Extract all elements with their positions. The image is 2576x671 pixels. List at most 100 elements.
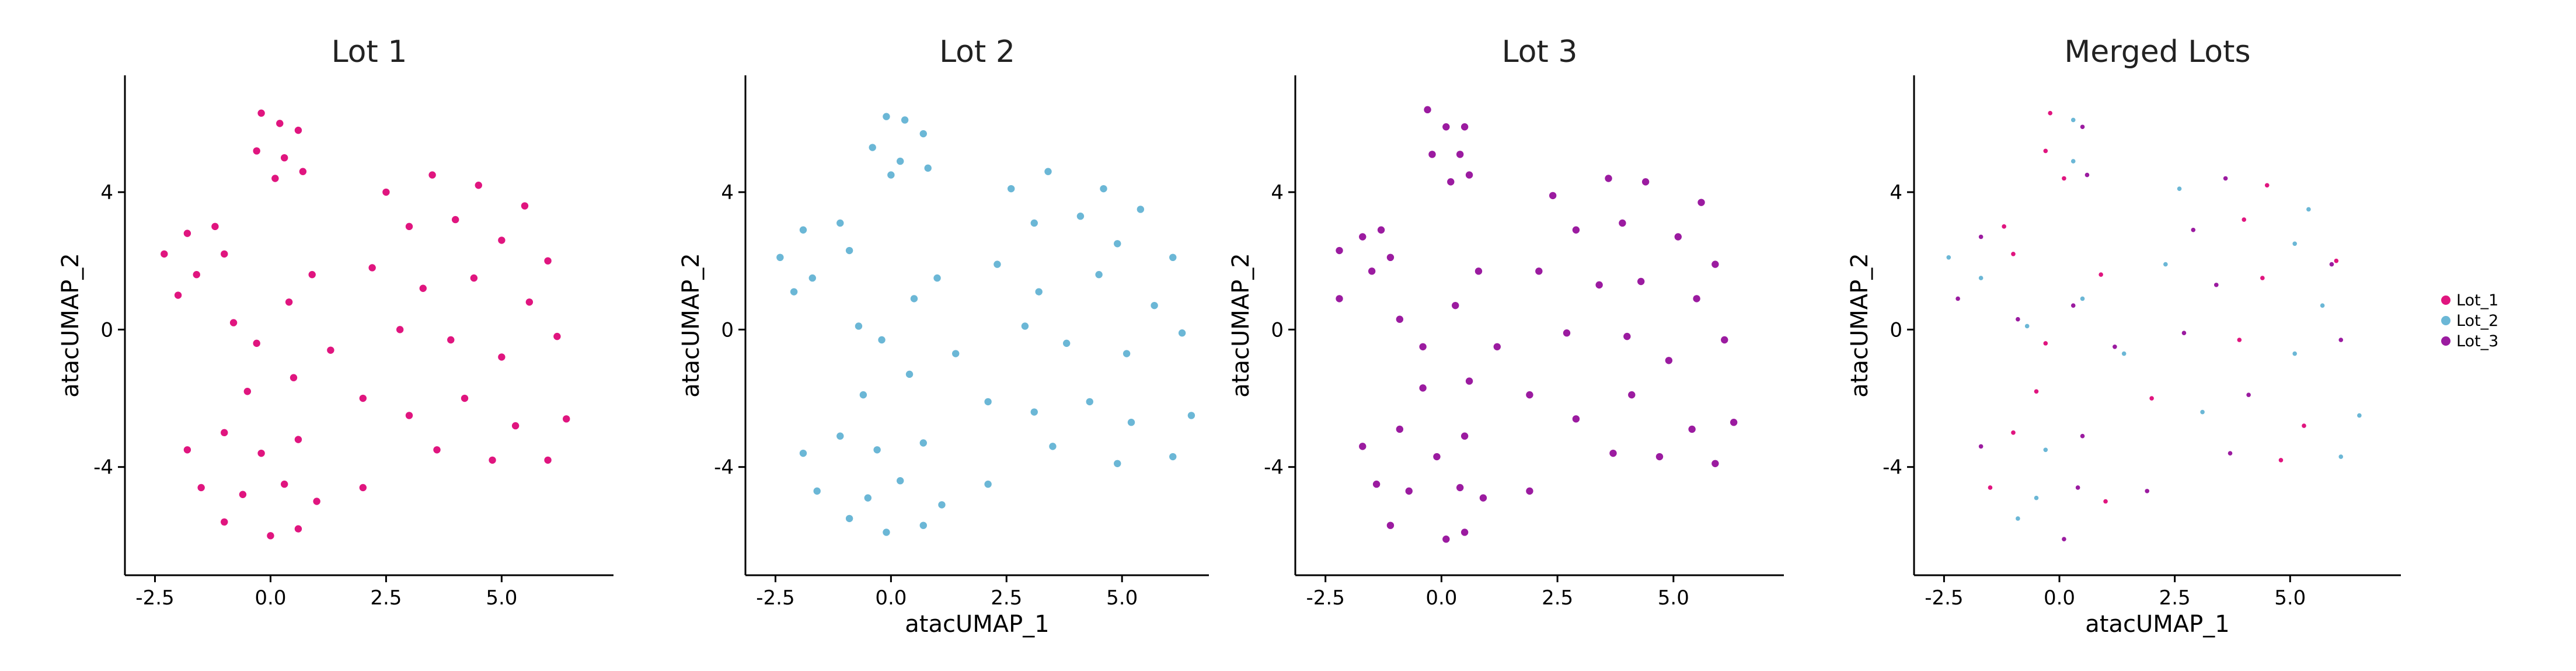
point: [883, 113, 890, 120]
point: [933, 274, 941, 282]
point: [1187, 412, 1195, 419]
point: [1674, 233, 1682, 241]
point: [1377, 226, 1385, 234]
point: [2084, 172, 2090, 178]
point: [221, 250, 228, 258]
y-tick-label: 0: [1271, 318, 1284, 342]
point: [1572, 415, 1580, 423]
point: [910, 295, 918, 303]
point: [896, 157, 904, 165]
x-tick-label: -2.5: [135, 586, 174, 610]
panel: Lot 3 -2.5 0.0 2.5 5.0 -4 0 4 atacUMAP_2: [1228, 34, 1784, 610]
point: [489, 456, 496, 464]
point: [1419, 384, 1427, 392]
x-tick-label: 0.0: [1425, 586, 1457, 610]
point: [2080, 433, 2085, 439]
point: [211, 222, 219, 231]
y-axis-label: atacUMAP_2: [1846, 253, 1873, 397]
point: [2080, 296, 2085, 301]
point: [2070, 303, 2076, 308]
point: [193, 271, 200, 279]
point: [2043, 341, 2048, 346]
point: [1637, 277, 1645, 286]
legend-label: Lot_1: [2456, 291, 2498, 310]
point: [1169, 453, 1177, 461]
point: [1359, 233, 1367, 241]
point: [498, 237, 506, 244]
point: [2163, 262, 2168, 267]
point: [1955, 296, 1960, 301]
point: [1114, 460, 1121, 467]
point: [313, 498, 320, 505]
point: [470, 274, 478, 282]
point: [2306, 207, 2311, 212]
points: [776, 113, 1195, 536]
point: [544, 257, 552, 265]
point: [1359, 443, 1367, 450]
point: [1563, 329, 1571, 337]
legend-swatch: [2441, 295, 2450, 305]
point: [2329, 262, 2334, 267]
point: [1479, 494, 1487, 502]
point: [1697, 199, 1705, 206]
point: [2200, 409, 2205, 415]
point: [2043, 447, 2048, 453]
point: [1396, 425, 1404, 433]
point: [2016, 317, 2020, 322]
point: [308, 271, 316, 279]
point: [2242, 217, 2247, 222]
point: [2062, 537, 2066, 542]
point: [271, 175, 279, 182]
point: [525, 298, 534, 306]
point: [174, 291, 182, 299]
point: [359, 484, 367, 492]
point: [1655, 453, 1664, 461]
point: [2034, 389, 2039, 394]
legend: Lot_1 Lot_2 Lot_3: [2441, 291, 2498, 350]
point: [396, 326, 404, 333]
point: [2334, 258, 2339, 263]
point: [836, 219, 844, 227]
point: [919, 130, 927, 138]
points: [1336, 106, 1738, 543]
point: [799, 226, 807, 234]
point: [447, 336, 455, 344]
x-tick-label: 5.0: [1658, 586, 1689, 610]
point: [280, 154, 288, 162]
point: [994, 260, 1001, 268]
x-tick-label: 5.0: [486, 586, 517, 610]
point: [1628, 391, 1636, 399]
point: [1007, 185, 1015, 193]
point: [1044, 168, 1052, 175]
point: [521, 202, 529, 210]
point: [2070, 159, 2076, 164]
point: [2113, 344, 2117, 349]
point: [2292, 241, 2297, 246]
point: [253, 339, 260, 347]
point: [1609, 449, 1617, 457]
point: [2062, 176, 2066, 181]
point: [984, 398, 992, 406]
point: [1442, 123, 1450, 131]
panel: Lot 1 -2.5 0.0 2.5 5.0 -4 0 4 atacUMAP_2: [57, 34, 614, 610]
point: [368, 264, 376, 272]
point: [790, 288, 798, 295]
point: [896, 477, 904, 485]
point: [1456, 484, 1464, 492]
panel: Lot 2 -2.5 0.0 2.5 5.0 -4 0 4 atacUMAP_1 atacUMAP…: [678, 34, 1209, 638]
point: [2177, 186, 2182, 191]
point: [1030, 219, 1038, 227]
point: [1336, 295, 1343, 303]
y-tick-label: 0: [721, 318, 734, 342]
point: [919, 439, 927, 447]
point: [461, 394, 469, 402]
point: [197, 484, 205, 492]
point: [2099, 272, 2103, 277]
point: [901, 116, 909, 124]
point: [1424, 106, 1431, 114]
point: [2048, 110, 2053, 116]
x-tick-label: 2.5: [1542, 586, 1573, 610]
point: [553, 332, 561, 340]
